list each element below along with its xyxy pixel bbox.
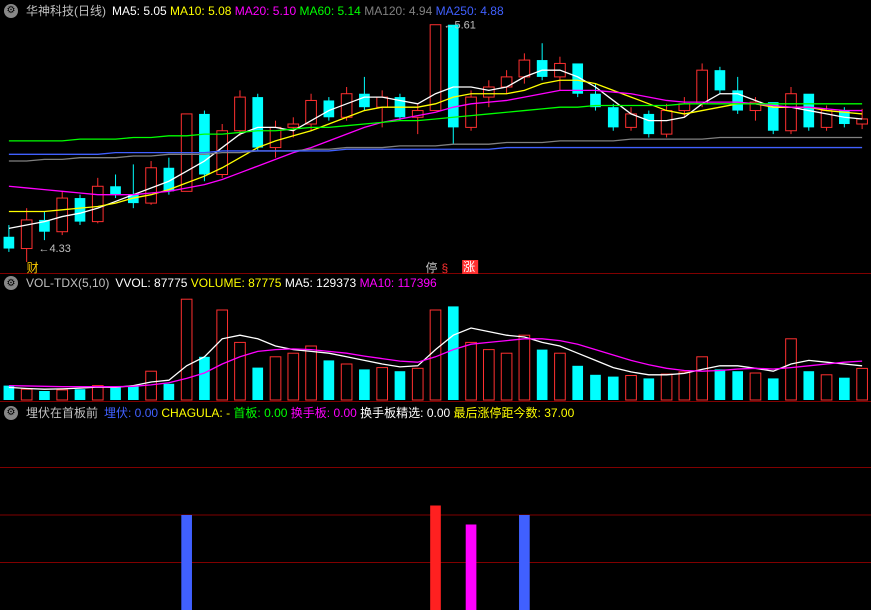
indicator-panel[interactable]: ⚙ 埋伏在首板前 埋伏: 0.00 CHAGULA: - 首板: 0.00 换手… — [0, 402, 871, 610]
svg-text:财: 财 — [27, 261, 39, 274]
price-chart-panel[interactable]: ⚙ 华神科技(日线) MA5: 5.05 MA10: 5.08 MA20: 5.… — [0, 0, 871, 274]
stock-title: 华神科技(日线) — [26, 2, 106, 19]
legend-item: MA20: 5.10 — [235, 4, 296, 18]
legend-item: 首板: 0.00 — [233, 406, 287, 420]
legend-item: MA60: 5.14 — [299, 4, 360, 18]
vol-title: VOL-TDX(5,10) — [26, 276, 109, 290]
svg-text:停: 停 — [426, 260, 438, 274]
legend-item: MA10: 5.08 — [170, 4, 231, 18]
price-legend: ⚙ 华神科技(日线) MA5: 5.05 MA10: 5.08 MA20: 5.… — [4, 2, 504, 19]
legend-item: VOLUME: 87775 — [191, 276, 282, 290]
legend-item: CHAGULA: - — [161, 406, 230, 420]
gear-icon[interactable]: ⚙ — [4, 406, 18, 420]
legend-item: 埋伏: 0.00 — [104, 406, 158, 420]
legend-item: MA120: 4.94 — [364, 4, 432, 18]
legend-item: MA250: 4.88 — [436, 4, 504, 18]
svg-text:←4.33: ←4.33 — [38, 243, 70, 255]
legend-item: MA10: 117396 — [360, 276, 437, 290]
gear-icon[interactable]: ⚙ — [4, 276, 18, 290]
svg-text:涨: 涨 — [463, 259, 475, 274]
legend-item: 换手板: 0.00 — [291, 406, 357, 420]
volume-panel[interactable]: ⚙ VOL-TDX(5,10) VVOL: 87775 VOLUME: 8777… — [0, 274, 871, 402]
gear-icon[interactable]: ⚙ — [4, 4, 18, 18]
legend-item: MA5: 5.05 — [112, 4, 167, 18]
legend-item: VVOL: 87775 — [115, 276, 187, 290]
volume-chart-svg[interactable] — [0, 274, 871, 402]
legend-item: MA5: 129373 — [285, 276, 356, 290]
price-chart-svg[interactable]: ←5.61 ←4.33 财 停 § 涨 — [0, 0, 871, 274]
indicator-title: 埋伏在首板前 — [26, 404, 98, 421]
legend-item: 最后涨停距今数: 37.00 — [454, 406, 575, 420]
volume-legend: ⚙ VOL-TDX(5,10) VVOL: 87775 VOLUME: 8777… — [4, 276, 437, 290]
indicator-chart-svg[interactable] — [0, 402, 871, 610]
legend-item: 换手板精选: 0.00 — [360, 406, 450, 420]
indicator-legend: ⚙ 埋伏在首板前 埋伏: 0.00 CHAGULA: - 首板: 0.00 换手… — [4, 404, 574, 421]
svg-text:←5.61: ←5.61 — [444, 20, 476, 32]
svg-text:§: § — [442, 261, 449, 274]
